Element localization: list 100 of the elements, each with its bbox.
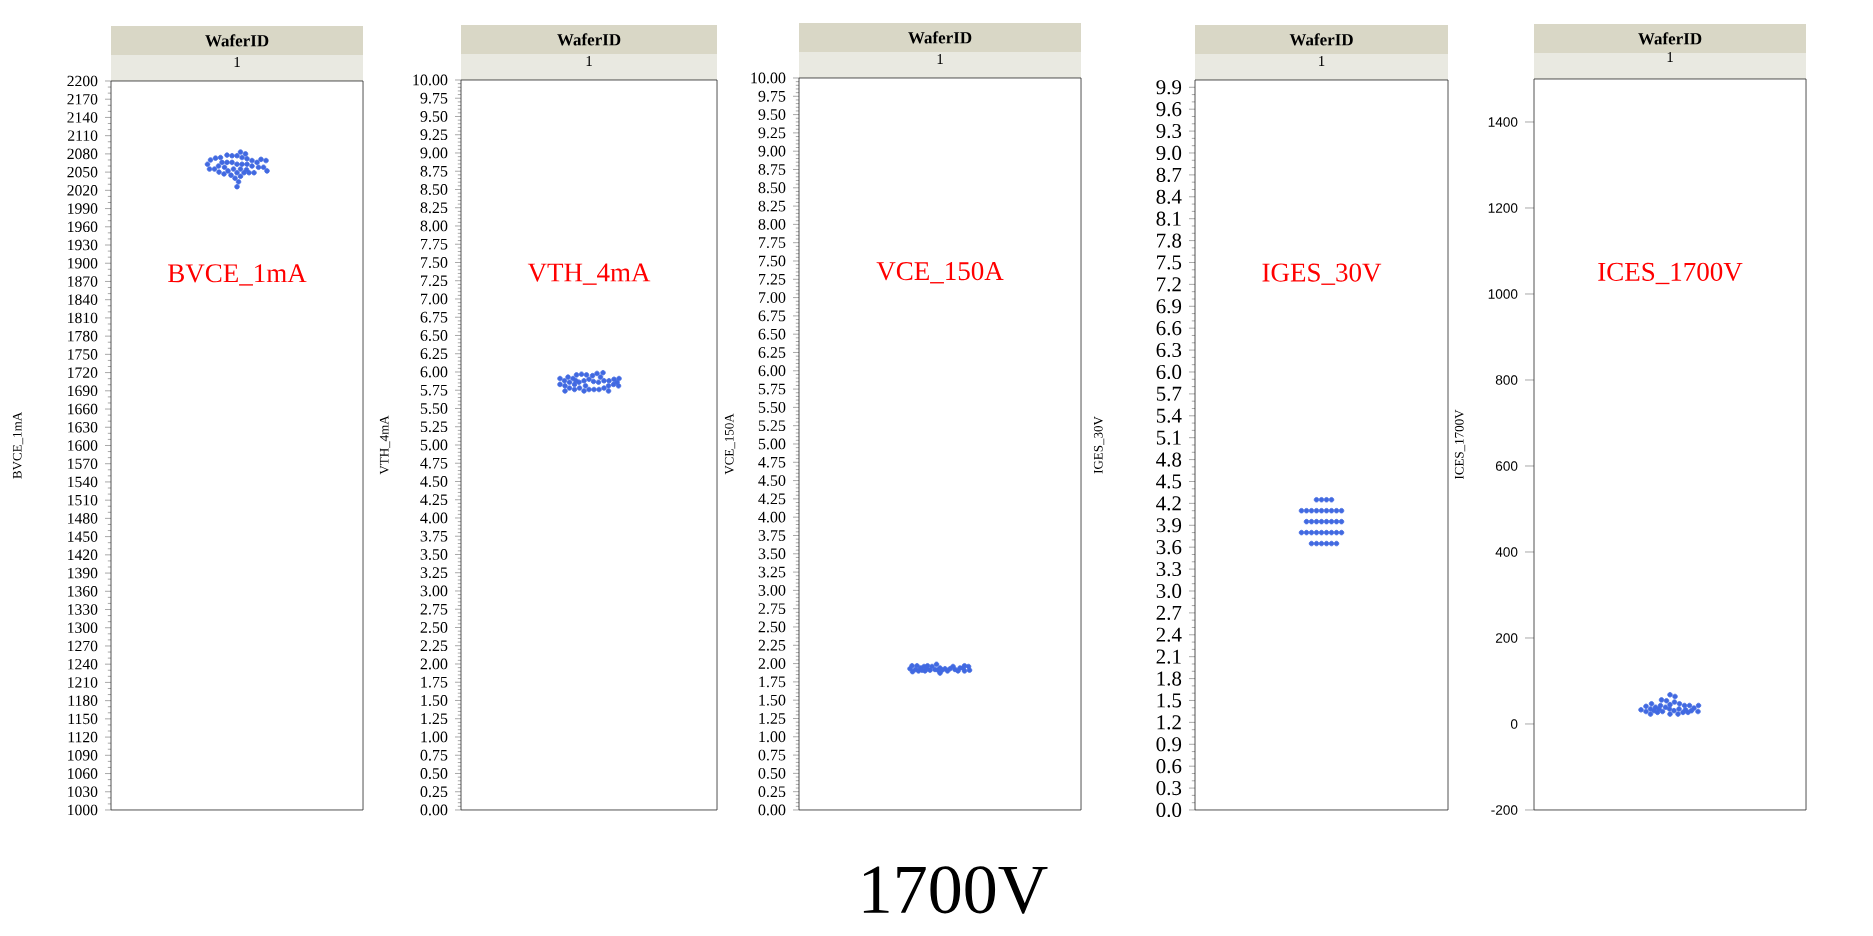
y-tick-label: 4.2	[1156, 496, 1181, 511]
y-tick-label: 1060	[68, 768, 98, 779]
y-tick-label: 800	[1495, 375, 1518, 385]
y-tick-label: 8.7	[1156, 167, 1182, 182]
y-tick-label: 7.75	[421, 238, 448, 250]
y-tick-label: 4.50	[758, 475, 786, 487]
y-tick-label: 2200	[67, 75, 98, 87]
y-tick-label: 5.7	[1156, 386, 1182, 401]
y-tick-label: 1000	[1488, 289, 1518, 299]
y-tick-label: 3.00	[758, 584, 786, 596]
y-tick-label: 4.00	[758, 511, 786, 523]
x-tick-label: 1	[1667, 52, 1673, 62]
y-tick-label: 5.25	[758, 420, 786, 432]
y-tick-label: 7.2	[1157, 277, 1181, 292]
y-tick-label: 1630	[68, 421, 98, 433]
y-tick-label: 1030	[68, 786, 98, 798]
x-axis-title: WaferID	[908, 31, 972, 44]
y-tick-label: 0.00	[758, 804, 786, 816]
x-tick-label: 1	[1319, 56, 1325, 66]
y-tick-label: 1900	[68, 257, 98, 269]
y-tick-label: 6.25	[420, 348, 448, 360]
y-tick-label: 3.50	[420, 549, 448, 560]
y-tick-label: 4.75	[758, 456, 786, 468]
y-tick-label: 3.25	[758, 566, 786, 578]
y-tick-label: 1.2	[1157, 715, 1181, 730]
annotation: ICES_1700V	[1598, 262, 1743, 285]
y-tick-label: 8.1	[1156, 211, 1181, 226]
y-tick-label: 6.75	[758, 310, 786, 322]
y-tick-label: 1780	[68, 330, 98, 342]
y-tick-label: 4.8	[1156, 452, 1182, 467]
y-tick-label: 4.00	[420, 512, 448, 524]
y-tick-label: 1120	[68, 731, 98, 743]
y-tick-label: 4.5	[1156, 474, 1182, 489]
y-tick-label: 1750	[68, 349, 98, 360]
y-axis-title: BVCE_1mA	[12, 412, 24, 479]
y-tick-label: 4.75	[420, 457, 448, 469]
y-tick-label: 9.9	[1156, 80, 1182, 95]
y-tick-label: 8.50	[758, 182, 786, 194]
y-tick-label: 7.50	[759, 255, 786, 267]
y-tick-label: 1.00	[421, 731, 448, 743]
text: 1700V	[863, 866, 1048, 914]
y-tick-label: 4.50	[420, 476, 448, 487]
annotation: VTH_4mA	[527, 263, 651, 285]
y-tick-label: 1.50	[421, 695, 448, 706]
y-tick-label: 1000	[68, 804, 98, 816]
y-tick-label: 2140	[67, 112, 98, 123]
x-tick-label: 1	[937, 54, 943, 64]
y-tick-label: 5.00	[420, 439, 448, 451]
y-tick-label: 400	[1495, 547, 1518, 557]
y-tick-label: 7.25	[759, 273, 786, 285]
y-tick-label: 7.25	[421, 275, 448, 287]
y-tick-label: 2.50	[420, 622, 448, 633]
annotation: VCE_150A	[876, 261, 1004, 284]
y-tick-label: 1390	[68, 567, 98, 579]
y-tick-label: 2.00	[420, 658, 448, 670]
y-tick-label: 0.0	[1156, 802, 1182, 818]
y-tick-label: 6.0	[1156, 364, 1182, 380]
y-tick-label: 8.00	[758, 218, 786, 230]
y-tick-label: 1930	[68, 239, 98, 251]
y-tick-label: 1210	[68, 677, 98, 688]
y-tick-label: 8.25	[758, 200, 786, 212]
y-tick-label: 0	[1510, 719, 1518, 729]
y-tick-label: 6.00	[758, 365, 786, 377]
y-tick-label: 7.00	[759, 292, 786, 304]
x-axis-title: WaferID	[557, 33, 621, 46]
y-tick-label: 6.75	[420, 311, 448, 323]
y-tick-label: 1510	[68, 494, 98, 506]
y-tick-label: 0.25	[420, 786, 448, 798]
y-tick-label: 2.1	[1156, 649, 1181, 664]
y-tick-label: 1270	[68, 640, 98, 652]
y-tick-label: 0.75	[758, 749, 786, 761]
y-tick-label: 1330	[68, 604, 98, 615]
y-tick-label: 200	[1495, 633, 1518, 643]
y-tick-label: 1990	[68, 203, 98, 214]
y-tick-label: 1150	[68, 713, 98, 725]
y-tick-label: 1690	[68, 385, 98, 397]
y-tick-label: 1360	[68, 586, 98, 597]
y-tick-label: 10.00	[751, 72, 786, 84]
y-tick-label: 9.75	[420, 92, 448, 104]
y-axis-title: VTH_4mA	[379, 415, 391, 475]
y-tick-label: 1.00	[759, 731, 786, 743]
y-tick-label: 0.25	[758, 786, 786, 798]
y-tick-label: 2.00	[758, 658, 786, 670]
y-tick-label: 8.75	[420, 165, 448, 177]
y-tick-label: 5.25	[420, 421, 448, 433]
y-tick-label: 1480	[68, 513, 98, 524]
y-tick-label: 8.25	[420, 202, 448, 214]
y-tick-label: 3.75	[420, 530, 448, 542]
x-axis-title: WaferID	[205, 34, 269, 47]
y-tick-label: 9.25	[758, 127, 786, 139]
y-tick-label: 4.25	[758, 493, 786, 505]
y-tick-label: 6.6	[1156, 321, 1182, 336]
y-tick-label: 2170	[67, 93, 98, 105]
y-tick-label: 7.8	[1157, 233, 1182, 248]
y-tick-label: 8.00	[420, 220, 448, 232]
x-tick-label: 1	[234, 57, 240, 67]
y-tick-label: 1720	[68, 367, 98, 378]
y-tick-label: 1240	[68, 658, 98, 670]
y-tick-label: 1.75	[421, 676, 448, 688]
y-tick-label: 1180	[68, 695, 98, 706]
